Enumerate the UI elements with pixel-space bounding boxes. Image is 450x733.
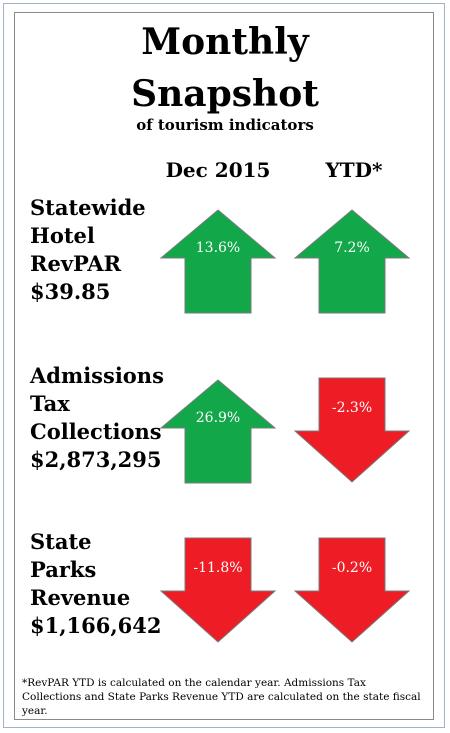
- row-label-value: $2,873,295: [30, 447, 162, 472]
- admissions-tax-ytd-percent: -2.3%: [331, 400, 373, 416]
- admissions-tax-ytd-down-arrow-icon: -2.3%: [291, 376, 413, 484]
- column-header-month: Dec 2015: [165, 158, 271, 182]
- state-parks-ytd-down-arrow-icon: -0.2%: [291, 536, 413, 644]
- row-label-line: Hotel: [30, 223, 95, 248]
- column-header-ytd: YTD*: [325, 158, 383, 182]
- row-label-hotel-revpar: Statewide Hotel RevPAR $39.85: [30, 194, 170, 306]
- row-label-line: Revenue: [30, 585, 131, 610]
- footnote: *RevPAR YTD is calculated on the calenda…: [22, 677, 421, 717]
- row-label-line: State: [30, 529, 92, 554]
- snapshot-panel: [14, 12, 434, 720]
- row-label-line: Parks: [30, 557, 97, 582]
- row-label-admissions-tax: Admissions Tax Collections $2,873,295: [30, 362, 170, 474]
- row-label-line: Admissions: [30, 363, 164, 388]
- state-parks-ytd-percent: -0.2%: [331, 560, 373, 576]
- admissions-tax-month-up-arrow-icon: 26.9%: [157, 378, 279, 486]
- hotel-revpar-ytd-percent: 7.2%: [334, 240, 370, 256]
- row-label-line: RevPAR: [30, 251, 122, 276]
- row-label-line: Statewide: [30, 195, 146, 220]
- row-label-value: $39.85: [30, 279, 111, 304]
- row-label-line: Tax: [30, 391, 70, 416]
- subtitle: of tourism indicators: [136, 116, 314, 134]
- state-parks-month-down-arrow-icon: -11.8%: [157, 536, 279, 644]
- hotel-revpar-month-percent: 13.6%: [195, 240, 241, 256]
- row-label-line: Collections: [30, 419, 162, 444]
- title-line-1: Monthly: [141, 21, 309, 63]
- row-label-value: $1,166,642: [30, 613, 162, 638]
- state-parks-month-percent: -11.8%: [193, 560, 243, 576]
- hotel-revpar-month-up-arrow-icon: 13.6%: [157, 208, 279, 316]
- admissions-tax-month-percent: 26.9%: [195, 410, 241, 426]
- hotel-revpar-ytd-up-arrow-icon: 7.2%: [291, 208, 413, 316]
- title-line-2: Snapshot: [131, 73, 319, 115]
- row-label-state-parks: State Parks Revenue $1,166,642: [30, 528, 170, 640]
